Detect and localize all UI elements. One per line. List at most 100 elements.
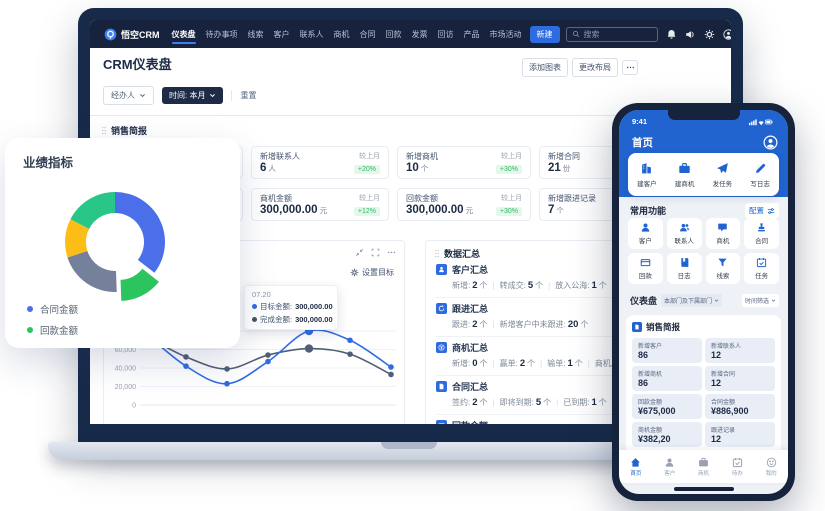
tab-label: 商机 xyxy=(697,470,709,477)
summary-part-label: 即将到期: xyxy=(499,398,534,407)
tab-客户[interactable]: 客户 xyxy=(653,450,687,483)
brand-logo[interactable]: 悟空CRM xyxy=(104,28,160,41)
drag-handle-icon[interactable] xyxy=(101,126,107,135)
menu-item-仪表盘[interactable]: 仪表盘 xyxy=(171,21,196,48)
menu-item-回款[interactable]: 回款 xyxy=(385,29,402,39)
page-title: CRM仪表盘 xyxy=(103,57,172,72)
legend-dot xyxy=(27,327,33,333)
time-filter-dropdown[interactable]: 时间: 本月 xyxy=(162,87,224,104)
tab-首页[interactable]: 首页 xyxy=(619,450,653,483)
chart-tooltip: 07.20 目标金额: 300,000.00 完成金额: 300,000.00 xyxy=(244,285,338,330)
separator: | xyxy=(492,359,495,368)
summary-part-value: 2 xyxy=(472,280,478,291)
set-goal-button[interactable]: 设置目标 xyxy=(350,267,394,278)
tooltip-date: 07.20 xyxy=(252,290,271,299)
more-actions-button[interactable] xyxy=(622,60,638,75)
data-summary-header: 数据汇总 xyxy=(434,247,480,260)
time-filter-dropdown[interactable]: 时间筛选 xyxy=(741,294,779,307)
announcement-icon[interactable] xyxy=(685,29,696,40)
menu-item-产品[interactable]: 产品 xyxy=(463,29,480,39)
phone-stat-label: 新增合同 xyxy=(711,372,736,378)
common-function-商机[interactable]: 商机 xyxy=(705,218,741,249)
fullscreen-icon[interactable] xyxy=(371,248,380,257)
brief-card-label: 新增联系人 xyxy=(260,152,300,161)
brief-card[interactable]: 商机金额 300,000.00 元 较上月 +12% xyxy=(251,188,389,221)
common-function-合同[interactable]: 合同 xyxy=(744,218,779,249)
user-avatar-icon[interactable] xyxy=(722,28,731,40)
department-filter-dropdown[interactable]: 本部门及下属部门 xyxy=(661,294,723,307)
brief-card[interactable]: 新增联系人 6 人 较上月 +20% xyxy=(251,146,389,179)
summary-part-unit: 个 xyxy=(479,398,488,407)
settings-gear-icon[interactable] xyxy=(704,29,715,40)
quick-action-写日志[interactable]: 写日志 xyxy=(741,153,779,196)
menu-item-发票[interactable]: 发票 xyxy=(411,29,428,39)
change-layout-button[interactable]: 更改布局 xyxy=(572,58,618,77)
common-functions-grid: 客户 联系人 商机 合同回款 日志 线索 任务 xyxy=(628,218,779,284)
phone-sales-brief-card: 销售简报 新增客户 86 新增联系人 12 新增商机 86 新增合同 12 回款金额 ¥675,0… xyxy=(626,315,781,465)
common-function-日志[interactable]: 日志 xyxy=(666,253,702,284)
phone-stat-value: 12 xyxy=(711,350,722,360)
common-function-线索[interactable]: 线索 xyxy=(705,253,741,284)
summary-part-label: 新增: xyxy=(452,359,471,368)
brief-card[interactable]: 新增商机 10 个 较上月 +30% xyxy=(397,146,531,179)
tab-商机[interactable]: 商机 xyxy=(687,450,721,483)
reset-filters-button[interactable]: 重置 xyxy=(231,90,256,101)
menu-item-客户[interactable]: 客户 xyxy=(273,29,290,39)
summary-part-unit: 个 xyxy=(479,320,488,329)
more-icon[interactable] xyxy=(387,248,396,257)
tab-我的[interactable]: 我的 xyxy=(754,450,788,483)
svg-text:20,000: 20,000 xyxy=(115,384,137,391)
svg-text:60,000: 60,000 xyxy=(115,347,137,354)
svg-text:40,000: 40,000 xyxy=(115,366,137,373)
notification-bell-icon[interactable] xyxy=(666,29,677,40)
create-new-button[interactable]: 新建 xyxy=(529,25,560,43)
top-navbar: 悟空CRM 仪表盘 待办事项 线索 客户 联系人 商机 合同 回款 发票 回访 产品 市场活动 新建 … xyxy=(90,20,731,48)
chevron-down-icon xyxy=(714,298,719,303)
menu-item-商机[interactable]: 商机 xyxy=(333,29,350,39)
book-icon xyxy=(679,257,690,268)
menu-item-回访[interactable]: 回访 xyxy=(437,29,454,39)
menu-item-市场活动[interactable]: 市场活动 xyxy=(489,29,522,39)
summary-part-unit: 个 xyxy=(598,281,607,290)
search-icon xyxy=(572,30,580,38)
summary-row: 回款金额 xyxy=(436,415,716,424)
separator: | xyxy=(587,359,590,368)
send-icon xyxy=(716,162,729,175)
brief-card[interactable]: 回款金额 300,000.00 元 较上月 +30% xyxy=(397,188,531,221)
menu-item-合同[interactable]: 合同 xyxy=(359,29,376,39)
goal-line-chart[interactable]: 0 20,000 40,000 60,000 xyxy=(108,323,404,424)
search-input[interactable]: 搜索 xyxy=(565,26,658,42)
summary-part-unit: 个 xyxy=(574,359,583,368)
common-function-联系人[interactable]: 联系人 xyxy=(666,218,702,249)
kpi-card-title: 业绩指标 xyxy=(23,156,74,170)
common-function-回款[interactable]: 回款 xyxy=(628,253,663,284)
summary-part-label: 已到期: xyxy=(563,398,590,407)
phone-avatar-icon[interactable] xyxy=(763,135,778,150)
legend-label: 合同金额 xyxy=(40,305,79,316)
quick-action-建商机[interactable]: 建商机 xyxy=(666,153,704,196)
configure-button[interactable]: 配置 xyxy=(745,203,779,218)
legend-item[interactable]: 回款金额 xyxy=(27,323,78,337)
quick-action-发任务[interactable]: 发任务 xyxy=(704,153,742,196)
legend-item[interactable]: 合同金额 xyxy=(27,302,78,316)
common-function-label: 任务 xyxy=(755,273,769,280)
drag-handle-icon[interactable] xyxy=(434,249,440,258)
common-function-客户[interactable]: 客户 xyxy=(628,218,663,249)
add-chart-button[interactable]: 添加图表 xyxy=(522,58,568,77)
kpi-indicator-card: 业绩指标 合同金额回款金额 xyxy=(5,138,240,348)
phone-notch xyxy=(667,110,740,120)
summary-row-title: 跟进汇总 xyxy=(436,302,716,315)
phone-sales-brief-header: 销售简报 xyxy=(632,321,775,333)
common-function-任务[interactable]: 任务 xyxy=(744,253,779,284)
owner-filter-dropdown[interactable]: 经办人 xyxy=(103,86,154,105)
phone-stat-tile: 跟进记录 12 xyxy=(705,422,775,447)
tab-待办[interactable]: 待办 xyxy=(720,450,754,483)
collapse-icon[interactable] xyxy=(355,248,364,257)
menu-item-待办事项[interactable]: 待办事项 xyxy=(205,29,238,39)
phone-header: 首页 xyxy=(632,135,778,150)
brief-card-label: 商机金额 xyxy=(260,194,292,203)
briefcase-icon xyxy=(698,457,709,468)
menu-item-线索[interactable]: 线索 xyxy=(247,29,264,39)
quick-action-建客户[interactable]: 建客户 xyxy=(628,153,666,196)
menu-item-联系人[interactable]: 联系人 xyxy=(299,29,324,39)
